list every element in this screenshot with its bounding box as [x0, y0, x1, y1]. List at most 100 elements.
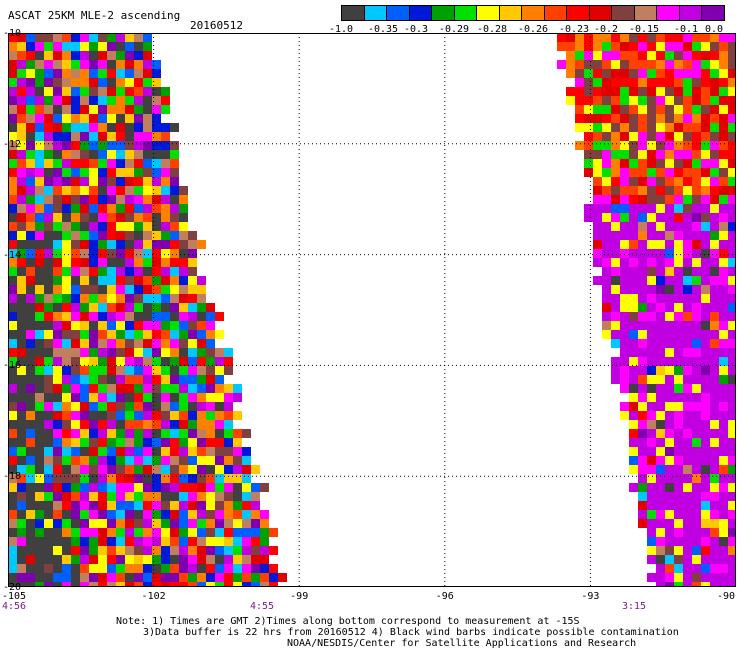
- data-cell: [710, 465, 719, 474]
- data-cell: [656, 258, 665, 267]
- data-cell: [692, 195, 701, 204]
- data-cell: [719, 69, 728, 78]
- data-cell: [152, 357, 161, 366]
- data-cell: [89, 348, 98, 357]
- data-cell: [665, 339, 674, 348]
- data-cell: [107, 501, 116, 510]
- data-cell: [170, 204, 179, 213]
- data-cell: [134, 276, 143, 285]
- data-cell: [107, 420, 116, 429]
- data-cell: [215, 357, 224, 366]
- data-cell: [152, 483, 161, 492]
- data-cell: [116, 330, 125, 339]
- data-cell: [710, 420, 719, 429]
- data-cell: [134, 150, 143, 159]
- colorbar-swatch: [678, 5, 703, 21]
- data-cell: [53, 573, 62, 582]
- data-cell: [152, 294, 161, 303]
- data-cell: [638, 186, 647, 195]
- data-cell: [701, 267, 710, 276]
- data-cell: [80, 339, 89, 348]
- data-cell: [53, 321, 62, 330]
- data-cell: [674, 213, 683, 222]
- data-cell: [62, 465, 71, 474]
- data-cell: [656, 393, 665, 402]
- data-cell: [683, 276, 692, 285]
- data-cell: [116, 285, 125, 294]
- data-cell: [611, 294, 620, 303]
- data-cell: [602, 222, 611, 231]
- data-cell: [17, 159, 26, 168]
- data-cell: [116, 312, 125, 321]
- data-cell: [629, 42, 638, 51]
- data-cell: [620, 330, 629, 339]
- data-cell: [44, 303, 53, 312]
- data-cell: [251, 492, 260, 501]
- data-cell: [692, 348, 701, 357]
- data-cell: [647, 240, 656, 249]
- data-cell: [134, 114, 143, 123]
- data-cell: [152, 186, 161, 195]
- data-cell: [107, 60, 116, 69]
- data-cell: [629, 141, 638, 150]
- data-cell: [638, 357, 647, 366]
- data-cell: [179, 555, 188, 564]
- data-cell: [710, 249, 719, 258]
- data-cell: [170, 456, 179, 465]
- data-cell: [134, 60, 143, 69]
- data-cell: [152, 231, 161, 240]
- data-cell: [665, 321, 674, 330]
- data-cell: [728, 528, 736, 537]
- data-cell: [665, 42, 674, 51]
- data-cell: [143, 240, 152, 249]
- data-cell: [611, 159, 620, 168]
- data-cell: [188, 564, 197, 573]
- data-cell: [179, 231, 188, 240]
- data-cell: [629, 456, 638, 465]
- data-cell: [44, 258, 53, 267]
- data-cell: [701, 69, 710, 78]
- data-cell: [80, 159, 89, 168]
- data-cell: [71, 51, 80, 60]
- data-cell: [665, 411, 674, 420]
- data-cell: [89, 51, 98, 60]
- data-cell: [44, 465, 53, 474]
- data-cell: [26, 33, 35, 42]
- data-cell: [656, 411, 665, 420]
- data-cell: [188, 384, 197, 393]
- data-cell: [53, 186, 62, 195]
- data-cell: [602, 150, 611, 159]
- data-cell: [728, 312, 736, 321]
- data-cell: [125, 150, 134, 159]
- data-cell: [647, 456, 656, 465]
- data-cell: [233, 429, 242, 438]
- data-cell: [116, 402, 125, 411]
- data-cell: [44, 177, 53, 186]
- data-cell: [602, 267, 611, 276]
- data-cell: [692, 366, 701, 375]
- data-cell: [170, 501, 179, 510]
- data-cell: [710, 519, 719, 528]
- data-cell: [53, 240, 62, 249]
- data-cell: [206, 438, 215, 447]
- data-cell: [602, 330, 611, 339]
- data-cell: [665, 501, 674, 510]
- data-cell: [152, 501, 161, 510]
- data-cell: [647, 186, 656, 195]
- data-cell: [170, 447, 179, 456]
- data-cell: [8, 483, 17, 492]
- data-cell: [611, 240, 620, 249]
- data-cell: [602, 186, 611, 195]
- data-cell: [44, 537, 53, 546]
- data-cell: [179, 393, 188, 402]
- data-cell: [665, 375, 674, 384]
- data-cell: [197, 420, 206, 429]
- data-cell: [638, 69, 647, 78]
- data-cell: [89, 105, 98, 114]
- data-cell: [152, 519, 161, 528]
- data-cell: [152, 159, 161, 168]
- data-cell: [71, 357, 80, 366]
- data-cell: [134, 339, 143, 348]
- data-cell: [134, 366, 143, 375]
- data-cell: [656, 321, 665, 330]
